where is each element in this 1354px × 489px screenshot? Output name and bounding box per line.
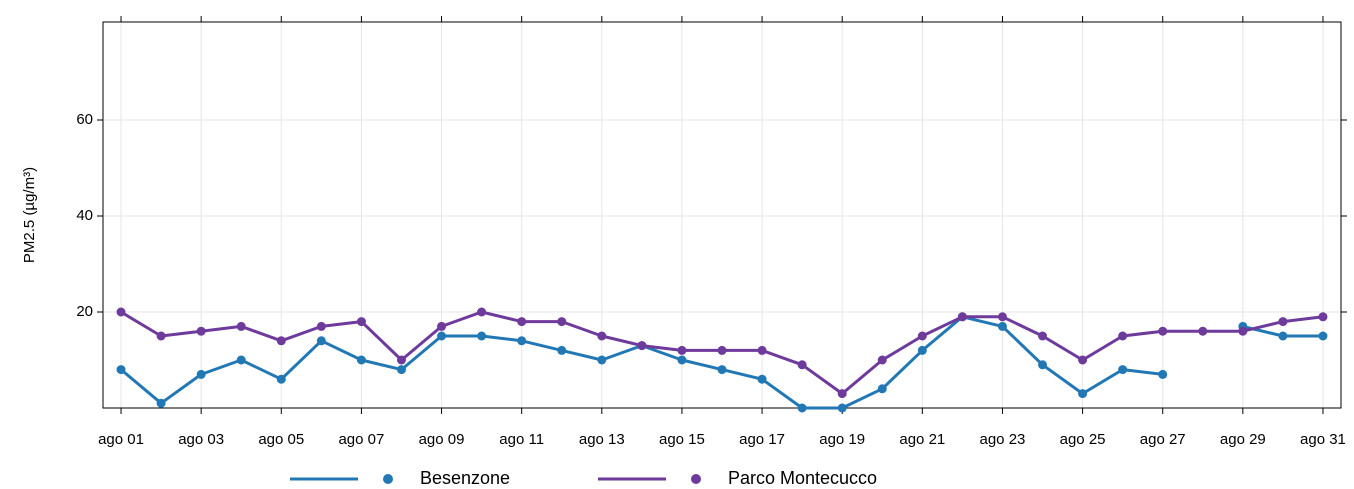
- x-tick-label: ago 29: [1220, 431, 1266, 448]
- data-point: [196, 326, 206, 336]
- data-point: [997, 321, 1007, 331]
- data-point: [597, 355, 607, 365]
- x-tick-label: ago 05: [258, 431, 304, 448]
- data-point: [316, 336, 326, 346]
- data-point: [1078, 389, 1088, 399]
- data-point: [1198, 326, 1208, 336]
- x-tick-label: ago 23: [980, 431, 1026, 448]
- x-tick-label: ago 15: [659, 431, 705, 448]
- series-line: [120, 315, 1323, 410]
- data-point: [837, 389, 847, 399]
- data-point: [997, 312, 1007, 322]
- data-point: [677, 355, 687, 365]
- data-point: [1278, 317, 1288, 327]
- data-point: [196, 369, 206, 379]
- x-tick-label: ago 11: [499, 431, 544, 448]
- x-tick-label: ago 21: [899, 431, 945, 448]
- data-point: [797, 360, 807, 370]
- data-point: [1118, 365, 1128, 375]
- x-tick-label: ago 25: [1060, 431, 1106, 448]
- data-point: [1318, 312, 1328, 322]
- data-point: [236, 355, 246, 365]
- data-point: [437, 331, 447, 341]
- data-point: [356, 317, 366, 327]
- data-point: [597, 331, 607, 341]
- data-point: [877, 384, 887, 394]
- legend-label: Parco Montecucco: [728, 468, 877, 488]
- data-point: [917, 345, 927, 355]
- data-point: [957, 312, 967, 322]
- data-point: [396, 365, 406, 375]
- data-point: [116, 365, 126, 375]
- data-point: [677, 345, 687, 355]
- legend-marker: [383, 474, 393, 484]
- data-point: [837, 403, 847, 413]
- data-point: [236, 321, 246, 331]
- data-point: [116, 307, 126, 317]
- data-point: [316, 321, 326, 331]
- data-point: [356, 355, 366, 365]
- x-tick-label: ago 07: [338, 431, 384, 448]
- data-point: [1158, 369, 1168, 379]
- data-point: [1038, 331, 1048, 341]
- data-point: [437, 321, 447, 331]
- x-tick-label: ago 09: [419, 431, 465, 448]
- data-point: [1238, 326, 1248, 336]
- data-point: [517, 317, 527, 327]
- y-tick-label: 60: [76, 111, 93, 128]
- data-point: [517, 336, 527, 346]
- y-axis-label: PM2.5 (µg/m³): [21, 167, 38, 263]
- x-tick-label: ago 13: [579, 431, 625, 448]
- data-point: [717, 345, 727, 355]
- legend-marker: [691, 474, 701, 484]
- x-tick-label: ago 19: [819, 431, 865, 448]
- data-point: [1038, 360, 1048, 370]
- data-point: [757, 374, 767, 384]
- data-point: [877, 355, 887, 365]
- x-tick-label: ago 03: [178, 431, 224, 448]
- data-point: [396, 355, 406, 365]
- y-tick-label: 40: [76, 207, 93, 224]
- data-point: [797, 403, 807, 413]
- y-tick-label: 20: [76, 303, 93, 320]
- data-point: [1158, 326, 1168, 336]
- data-point: [757, 345, 767, 355]
- data-point: [637, 341, 647, 351]
- data-point: [156, 331, 166, 341]
- legend-label: Besenzone: [420, 468, 510, 488]
- data-point: [477, 331, 487, 341]
- data-point: [1318, 331, 1328, 341]
- data-point: [276, 374, 286, 384]
- data-point: [1078, 355, 1088, 365]
- data-point: [1118, 331, 1128, 341]
- data-point: [717, 365, 727, 375]
- data-point: [1278, 331, 1288, 341]
- plot-frame: [102, 21, 1342, 409]
- data-point: [156, 398, 166, 408]
- data-point: [477, 307, 487, 317]
- x-tick-label: ago 17: [739, 431, 785, 448]
- x-tick-label: ago 27: [1140, 431, 1186, 448]
- x-tick-label: ago 01: [98, 431, 144, 448]
- data-point: [557, 345, 567, 355]
- data-point: [276, 336, 286, 346]
- data-point: [917, 331, 927, 341]
- data-point: [557, 317, 567, 327]
- x-tick-label: ago 31: [1300, 431, 1346, 448]
